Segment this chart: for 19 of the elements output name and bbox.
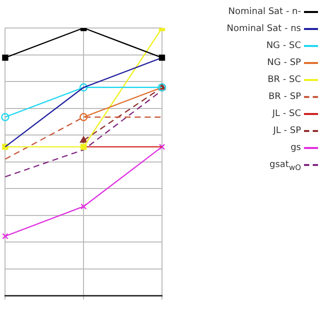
point [2,233,8,240]
legend-label: NG - SP [267,58,301,68]
point [2,54,8,61]
point [80,203,87,210]
legend-label: Nominal Sat - ns [226,24,301,34]
legend-label: BR - SP [268,92,301,102]
legend-label: BR - SC [268,75,301,85]
legend-label: gsat$_{wO}$ [270,160,301,172]
point [80,113,88,122]
legend-label: NG - SC [266,41,301,51]
legend-label: Nominal Sat - n- [228,7,301,17]
point [80,144,87,150]
legend-label: JL - SP [273,126,301,136]
point [80,83,88,92]
legend-label: gs [290,143,301,153]
point [1,113,10,122]
point [158,144,166,150]
legend-label: JL - SC [272,109,301,119]
point [158,54,166,61]
